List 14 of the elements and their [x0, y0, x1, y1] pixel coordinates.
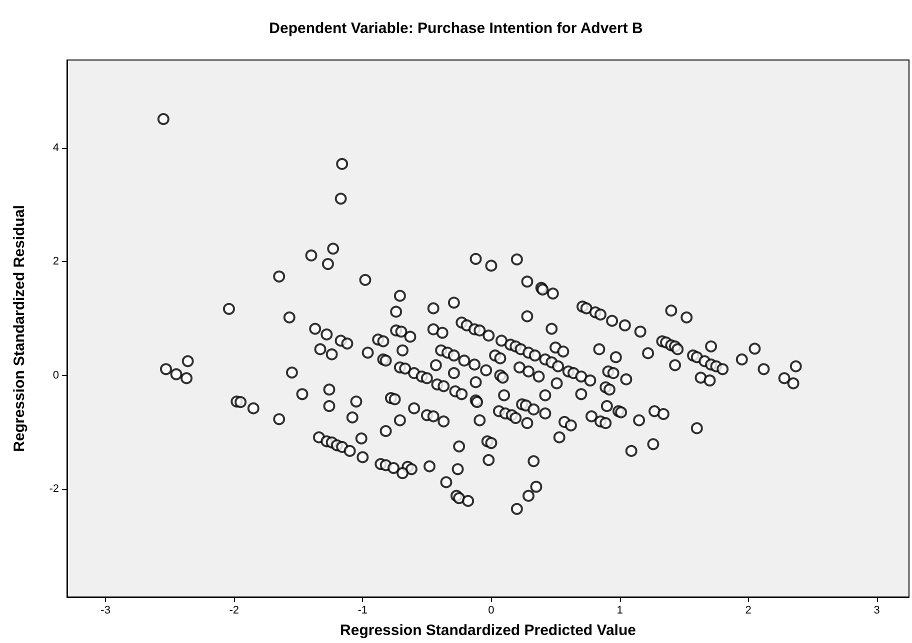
- x-tick-label: -3: [100, 604, 110, 616]
- y-tick-label: 4: [52, 142, 59, 154]
- x-tick-label: 2: [745, 604, 752, 616]
- x-tick-label: -2: [229, 604, 240, 616]
- y-tick-label: 0: [52, 369, 59, 382]
- y-tick-label: 2: [52, 256, 59, 268]
- y-tick-label: -2: [49, 483, 59, 496]
- y-axis-title: Regression Standardized Residual: [11, 205, 28, 452]
- x-tick-label: 3: [874, 604, 880, 616]
- x-tick-label: -1: [358, 604, 368, 616]
- x-axis-title: Regression Standardized Predicted Value: [340, 622, 636, 639]
- x-tick-label: 0: [488, 604, 494, 616]
- chart-title: Dependent Variable: Purchase Intention for Advert B: [269, 20, 644, 37]
- x-tick-label: 1: [616, 604, 623, 616]
